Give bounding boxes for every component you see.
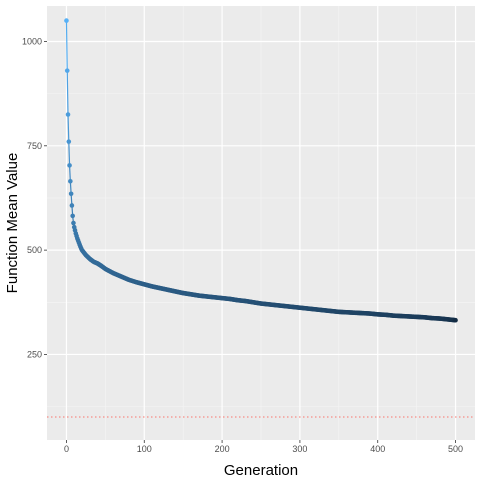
y-tick-label: 1000	[22, 36, 42, 46]
data-point	[71, 220, 76, 226]
y-axis-title: Function Mean Value	[4, 153, 21, 294]
data-point	[70, 213, 75, 219]
y-axis: 250 500 750 1000	[22, 36, 47, 359]
series-segment	[65, 20, 68, 71]
series-segment	[68, 165, 71, 182]
y-tick-label: 250	[27, 349, 42, 359]
x-tick-label: 400	[370, 444, 385, 454]
series-segment	[68, 141, 71, 166]
data-point	[69, 203, 75, 208]
y-tick-label: 750	[27, 141, 42, 151]
x-axis-title: Generation	[224, 462, 298, 479]
series-segment	[66, 70, 69, 115]
y-tick-label: 500	[27, 245, 42, 255]
data-point	[64, 68, 70, 73]
data-point	[67, 163, 72, 168]
x-tick-label: 0	[64, 444, 69, 454]
data-points	[64, 18, 458, 323]
data-point	[65, 112, 71, 117]
x-tick-label: 500	[448, 444, 463, 454]
x-axis: 0 100 200 300 400 500	[64, 440, 463, 454]
data-point	[66, 139, 72, 144]
data-point	[68, 191, 74, 197]
x-tick-label: 100	[137, 444, 152, 454]
data-point	[453, 317, 458, 323]
data-point	[64, 18, 69, 23]
major-grid	[47, 6, 475, 440]
series-segment	[67, 114, 70, 142]
x-tick-label: 300	[292, 444, 307, 454]
data-point	[68, 178, 73, 184]
x-tick-label: 200	[215, 444, 230, 454]
